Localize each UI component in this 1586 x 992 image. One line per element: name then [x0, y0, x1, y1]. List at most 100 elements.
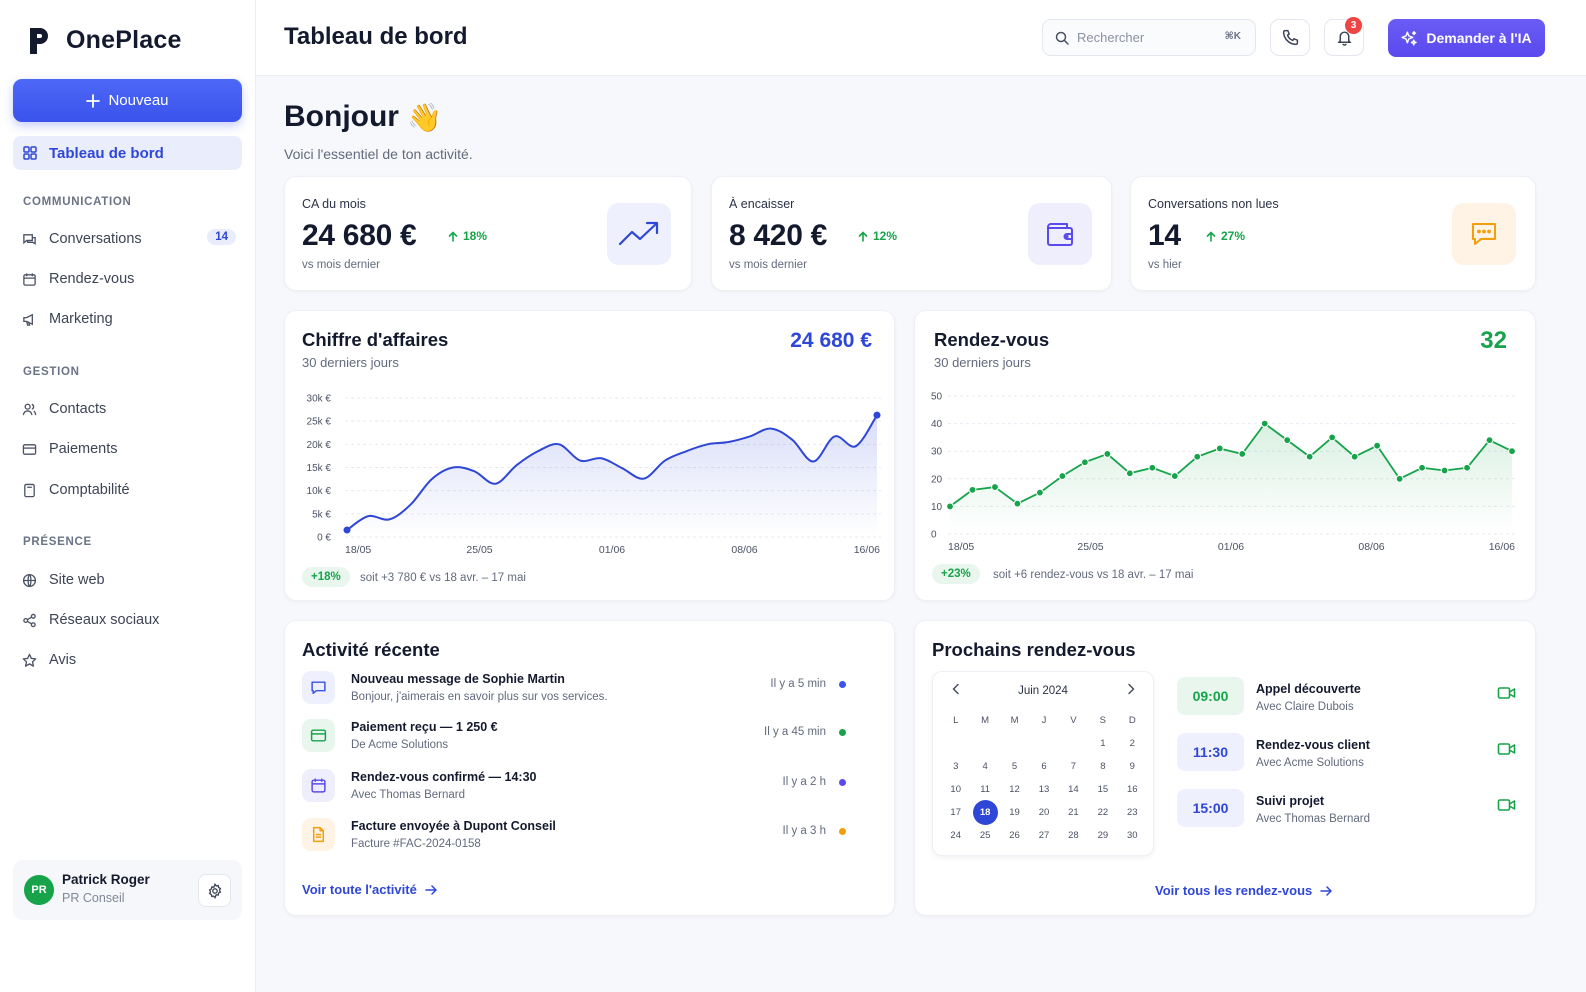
appointments-comparison-note: soit +6 rendez-vous vs 18 avr. – 17 mai: [993, 569, 1194, 581]
search-input[interactable]: [1077, 30, 1207, 45]
y-tick-label: 10k €: [307, 486, 332, 497]
gear-icon: [208, 882, 221, 899]
user-profile-card[interactable]: PR Patrick Roger PR Conseil: [13, 860, 242, 920]
phone-button[interactable]: [1270, 19, 1310, 56]
y-tick-label: 30k €: [307, 394, 332, 405]
calendar-day[interactable]: 7: [1070, 761, 1077, 772]
calendar-day[interactable]: 5: [1011, 761, 1018, 772]
sidebar-item-site-web[interactable]: Site web: [22, 566, 242, 594]
notifications-count-badge: 3: [1345, 17, 1362, 34]
calendar-day[interactable]: 24: [950, 830, 961, 841]
notifications-button[interactable]: 3: [1324, 17, 1364, 56]
app-logo[interactable]: OnePlace: [28, 26, 182, 55]
phone-icon: [1282, 29, 1298, 46]
appointment-item[interactable]: 11:30 Rendez-vous client Avec Acme Solut…: [1177, 733, 1517, 773]
calendar-day[interactable]: 10: [950, 784, 961, 795]
chevron-left-icon[interactable]: [951, 683, 961, 695]
sidebar-item-rendezvous[interactable]: Rendez-vous: [22, 265, 242, 293]
kpi-delta: 18%: [448, 229, 487, 243]
new-button[interactable]: Nouveau: [13, 79, 242, 122]
sidebar-item-contacts[interactable]: Contacts: [22, 395, 242, 423]
activity-time: Il y a 3 h: [782, 825, 826, 837]
calendar-day[interactable]: 12: [1009, 784, 1020, 795]
appointment-item[interactable]: 09:00 Appel découverte Avec Claire Duboi…: [1177, 677, 1517, 717]
calendar-weekday: V: [1070, 715, 1077, 726]
series-area: [950, 423, 1512, 534]
calendar-day[interactable]: 17: [950, 807, 961, 818]
calendar-day[interactable]: 19: [1009, 807, 1020, 818]
activity-desc: De Acme Solutions: [351, 739, 449, 751]
view-all-appointments-link[interactable]: Voir tous les rendez-vous: [1155, 883, 1333, 898]
activity-item[interactable]: Facture envoyée à Dupont Conseil Facture…: [302, 818, 872, 864]
data-point: [1260, 419, 1269, 428]
search-box[interactable]: ⌘K: [1042, 19, 1256, 56]
calendar-day[interactable]: 4: [982, 761, 988, 772]
sidebar-item-paiements[interactable]: Paiements: [22, 435, 242, 463]
calendar-day[interactable]: 28: [1068, 830, 1079, 841]
avatar: PR: [24, 875, 54, 905]
sidebar-item-dashboard[interactable]: Tableau de bord: [13, 136, 242, 170]
sidebar-item-label: Contacts: [49, 401, 107, 417]
calendar-day[interactable]: 14: [1068, 784, 1079, 795]
data-point: [1350, 452, 1359, 461]
activity-item[interactable]: Paiement reçu — 1 250 € De Acme Solution…: [302, 719, 872, 765]
appointment-with: Avec Thomas Bernard: [1256, 813, 1370, 825]
video-icon[interactable]: [1497, 741, 1517, 757]
calendar-day[interactable]: 9: [1129, 761, 1135, 772]
calendar-day[interactable]: 25: [979, 830, 991, 841]
grid-icon: [23, 146, 37, 160]
calendar-day[interactable]: 18: [970, 800, 999, 825]
kpi-icon-box: [1452, 203, 1516, 265]
user-name: Patrick Roger: [62, 872, 150, 887]
activity-item[interactable]: Nouveau message de Sophie Martin Bonjour…: [302, 671, 872, 717]
calendar-empty: [1000, 732, 1029, 755]
video-icon[interactable]: [1497, 797, 1517, 813]
calendar-day[interactable]: 1: [1100, 738, 1106, 749]
video-icon[interactable]: [1497, 685, 1517, 701]
calendar-day[interactable]: 22: [1097, 807, 1109, 818]
calendar-day[interactable]: 15: [1097, 784, 1109, 795]
calendar-day[interactable]: 8: [1100, 761, 1106, 772]
sidebar-item-marketing[interactable]: Marketing: [22, 305, 242, 333]
calendar-day[interactable]: 16: [1126, 784, 1138, 795]
appointments-total: 32: [1480, 327, 1507, 354]
sidebar-item-conversations[interactable]: Conversations 14: [22, 225, 242, 253]
calendar-day[interactable]: 2: [1129, 738, 1135, 749]
calendar-day[interactable]: 30: [1126, 830, 1138, 841]
calendar-day[interactable]: 27: [1038, 830, 1050, 841]
calendar-day[interactable]: 3: [953, 761, 959, 772]
sidebar-item-reseaux-sociaux[interactable]: Réseaux sociaux: [22, 606, 242, 634]
kpi-card-receivable[interactable]: À encaisser 8 420 € 12% vs mois dernier: [711, 176, 1112, 291]
sidebar-item-label: Conversations: [49, 231, 142, 247]
card-subtitle: 30 derniers jours: [934, 355, 1031, 370]
settings-button[interactable]: [198, 874, 231, 907]
calendar-day[interactable]: 11: [980, 784, 991, 795]
calendar-day[interactable]: 26: [1009, 830, 1020, 841]
data-point: [1215, 444, 1224, 453]
chevron-right-icon[interactable]: [1126, 683, 1136, 695]
calendar-day[interactable]: 6: [1041, 761, 1047, 772]
page-title: Tableau de bord: [284, 23, 468, 50]
y-tick-label: 30: [931, 447, 943, 458]
view-all-activity-link[interactable]: Voir toute l'activité: [302, 882, 437, 897]
sidebar-item-label: Marketing: [49, 311, 113, 327]
calendar-day[interactable]: 21: [1068, 807, 1079, 818]
card-title: Rendez-vous: [934, 329, 1050, 350]
data-point: [1103, 450, 1112, 458]
kpi-card-revenue[interactable]: CA du mois 24 680 € 18% vs mois dernier: [284, 176, 692, 291]
calendar-day-selected[interactable]: 18: [972, 800, 998, 825]
sidebar-item-avis[interactable]: Avis: [22, 646, 242, 674]
calendar-day[interactable]: 23: [1126, 807, 1138, 818]
x-tick-label: 25/05: [1077, 541, 1103, 553]
kpi-card-conversations[interactable]: Conversations non lues 14 27% vs hier: [1130, 176, 1536, 291]
section-gestion: GESTION: [23, 366, 80, 378]
calendar-day[interactable]: 29: [1097, 830, 1109, 841]
appointment-item[interactable]: 15:00 Suivi projet Avec Thomas Bernard: [1177, 789, 1517, 829]
calendar-day[interactable]: 13: [1038, 784, 1050, 795]
ask-ai-button[interactable]: Demander à l'IA: [1388, 19, 1545, 57]
share-icon: [23, 613, 36, 627]
calendar-day[interactable]: 20: [1038, 807, 1050, 818]
activity-icon-box: [302, 719, 335, 752]
activity-item[interactable]: Rendez-vous confirmé — 14:30 Avec Thomas…: [302, 769, 872, 815]
sidebar-item-comptabilite[interactable]: Comptabilité: [22, 476, 242, 504]
